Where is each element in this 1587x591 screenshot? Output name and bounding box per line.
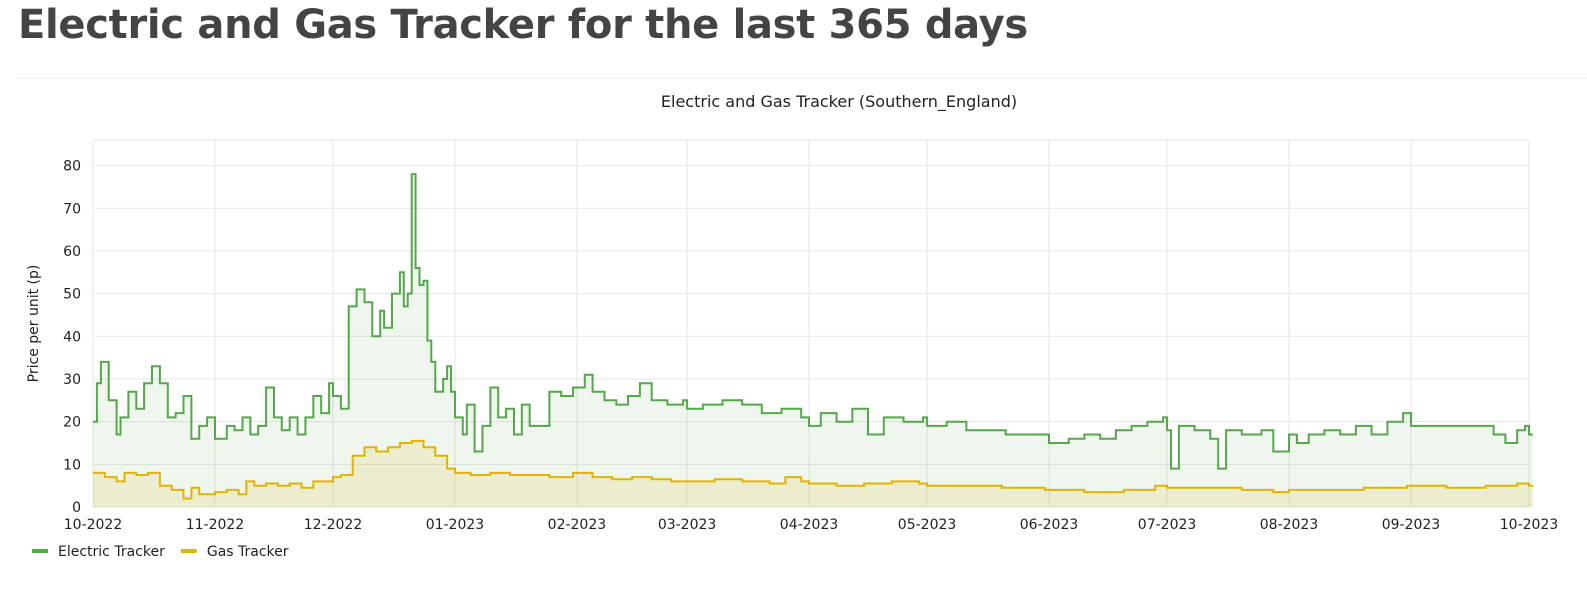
legend-label-gas: Gas Tracker [207, 544, 289, 560]
legend-label-electric: Electric Tracker [58, 544, 165, 560]
x-tick-label: 10-2023 [1500, 517, 1559, 533]
x-tick-label: 03-2023 [658, 517, 717, 533]
x-tick-label: 06-2023 [1020, 517, 1079, 533]
y-tick-label: 80 [63, 159, 81, 175]
y-tick-label: 10 [63, 457, 81, 473]
page-title: Electric and Gas Tracker for the last 36… [18, 2, 1028, 48]
chart-title: Electric and Gas Tracker (Southern_Engla… [661, 92, 1017, 112]
y-tick-label: 0 [72, 500, 81, 516]
chart-panel: Electric and Gas Tracker (Southern_Engla… [16, 78, 1587, 591]
y-axis-label: Price per unit (p) [26, 265, 42, 383]
x-tick-label: 01-2023 [426, 517, 485, 533]
legend-swatch-electric [32, 549, 48, 553]
series-line-electric [93, 173, 1533, 470]
x-tick-label: 09-2023 [1382, 517, 1441, 533]
x-tick-label: 08-2023 [1260, 517, 1319, 533]
y-tick-label: 50 [63, 287, 81, 303]
series-area-electric [93, 174, 1533, 507]
y-tick-label: 70 [63, 201, 81, 217]
x-tick-label: 05-2023 [898, 517, 957, 533]
x-tick-label: 11-2022 [186, 517, 245, 533]
y-tick-label: 40 [63, 329, 81, 345]
x-tick-label: 07-2023 [1138, 517, 1197, 533]
x-tick-label: 02-2023 [548, 517, 607, 533]
legend-swatch-gas [180, 549, 197, 553]
x-tick-label: 04-2023 [780, 517, 839, 533]
x-tick-label: 10-2022 [64, 517, 123, 533]
y-tick-label: 60 [63, 244, 81, 260]
x-tick-label: 12-2022 [304, 517, 363, 533]
series-line-gas [93, 439, 1533, 500]
y-tick-label: 30 [63, 372, 81, 388]
series-area-gas [93, 440, 1533, 507]
y-tick-label: 20 [63, 415, 81, 431]
chart: Electric and Gas Tracker (Southern_Engla… [26, 92, 1559, 560]
